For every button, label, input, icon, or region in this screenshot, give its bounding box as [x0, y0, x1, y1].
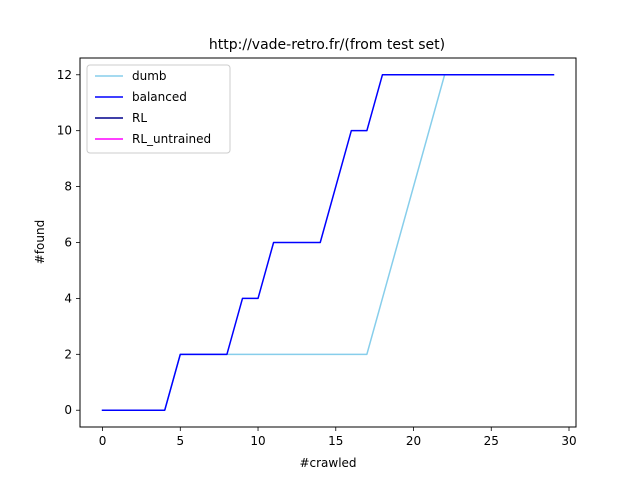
y-tick-label: 2 [64, 347, 72, 361]
legend-label: RL [132, 111, 147, 125]
series-line-balanced [101, 74, 555, 411]
legend-label: balanced [132, 90, 187, 104]
x-tick-label: 25 [484, 434, 499, 448]
y-tick-label: 10 [57, 124, 72, 138]
legend-label: dumb [132, 69, 167, 83]
y-tick-label: 12 [57, 68, 72, 82]
y-tick-label: 6 [64, 236, 72, 250]
y-tick-label: 8 [64, 180, 72, 194]
legend: dumb balanced RL RL_untrained [86, 64, 231, 154]
x-tick-label: 10 [250, 434, 265, 448]
x-tick-label: 5 [176, 434, 184, 448]
x-axis-title: #crawled [299, 456, 356, 470]
legend-label: RL_untrained [132, 132, 211, 146]
y-axis-title: #found [33, 220, 47, 264]
y-tick-label: 0 [64, 403, 72, 417]
y-axis: 0 2 4 6 8 10 12 [57, 68, 80, 417]
y-tick-label: 4 [64, 291, 72, 305]
chart-title: http://vade-retro.fr/(from test set) [209, 37, 445, 53]
x-tick-label: 0 [99, 434, 107, 448]
x-tick-label: 20 [406, 434, 421, 448]
x-tick-label: 15 [328, 434, 343, 448]
x-tick-label: 30 [561, 434, 576, 448]
series-lines [101, 74, 555, 411]
x-axis: 0 5 10 15 20 25 30 [99, 427, 577, 448]
legend-box [86, 64, 231, 154]
